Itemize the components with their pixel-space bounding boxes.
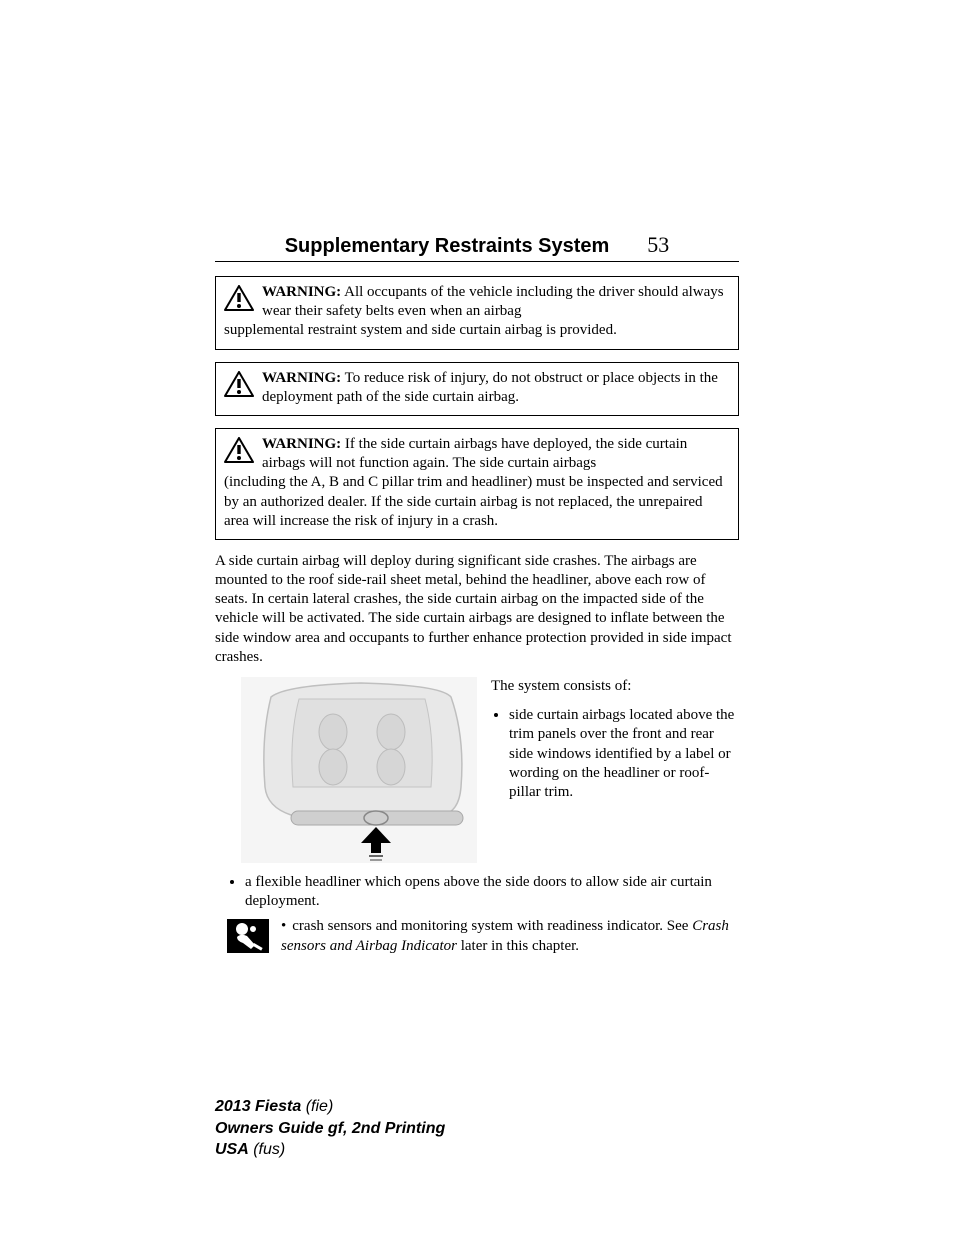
bullet3-pre: crash sensors and monitoring system with… [292, 918, 692, 934]
bullet-list: side curtain airbags located above the t… [491, 706, 739, 802]
vehicle-top-view-figure [241, 677, 477, 863]
section-title: Supplementary Restraints System [285, 235, 610, 258]
airbag-indicator-icon [227, 919, 269, 953]
figure-with-text: The system consists of: side curtain air… [215, 677, 739, 863]
footer-model: 2013 Fiesta [215, 1098, 301, 1115]
page-header: Supplementary Restraints System 53 [215, 232, 739, 262]
warning-icon [224, 371, 254, 397]
footer-line-3: USA (fus) [215, 1139, 445, 1161]
page-content: Supplementary Restraints System 53 WARNI… [0, 0, 954, 956]
warning-icon [224, 285, 254, 311]
warning-box-3: WARNING: If the side curtain airbags hav… [215, 428, 739, 540]
footer-line-2: Owners Guide gf, 2nd Printing [215, 1118, 445, 1140]
bullet3-post: later in this chapter. [457, 938, 579, 954]
page-number: 53 [647, 232, 669, 258]
list-item: side curtain airbags located above the t… [509, 706, 739, 802]
footer-region-code: (fus) [249, 1141, 285, 1158]
bullet-list: a flexible headliner which opens above t… [215, 873, 739, 911]
warning-rest-text: supplemental restraint system and side c… [224, 321, 730, 340]
warning-label: WARNING: [262, 436, 341, 452]
warning-text: WARNING: To reduce risk of injury, do no… [262, 369, 730, 407]
footer-line-1: 2013 Fiesta (fie) [215, 1096, 445, 1118]
warning-text: WARNING: All occupants of the vehicle in… [262, 283, 730, 321]
figure-caption-column: The system consists of: side curtain air… [491, 677, 739, 863]
bullet-dot: • [281, 918, 286, 934]
system-intro: The system consists of: [491, 677, 739, 696]
warning-rest-text: (including the A, B and C pillar trim an… [224, 473, 730, 531]
page-footer: 2013 Fiesta (fie) Owners Guide gf, 2nd P… [215, 1096, 445, 1161]
footer-region: USA [215, 1141, 249, 1158]
list-item: • crash sensors and monitoring system wit… [281, 917, 739, 955]
warning-text: WARNING: If the side curtain airbags hav… [262, 435, 730, 473]
body-paragraph: A side curtain airbag will deploy during… [215, 552, 739, 667]
footer-code: (fie) [301, 1098, 333, 1115]
list-item: a flexible headliner which opens above t… [245, 873, 739, 911]
warning-label: WARNING: [262, 284, 341, 300]
warning-label: WARNING: [262, 370, 341, 386]
icon-bullet-row: • crash sensors and monitoring system wit… [227, 917, 739, 955]
warning-box-2: WARNING: To reduce risk of injury, do no… [215, 362, 739, 416]
warning-box-1: WARNING: All occupants of the vehicle in… [215, 276, 739, 350]
warning-icon [224, 437, 254, 463]
